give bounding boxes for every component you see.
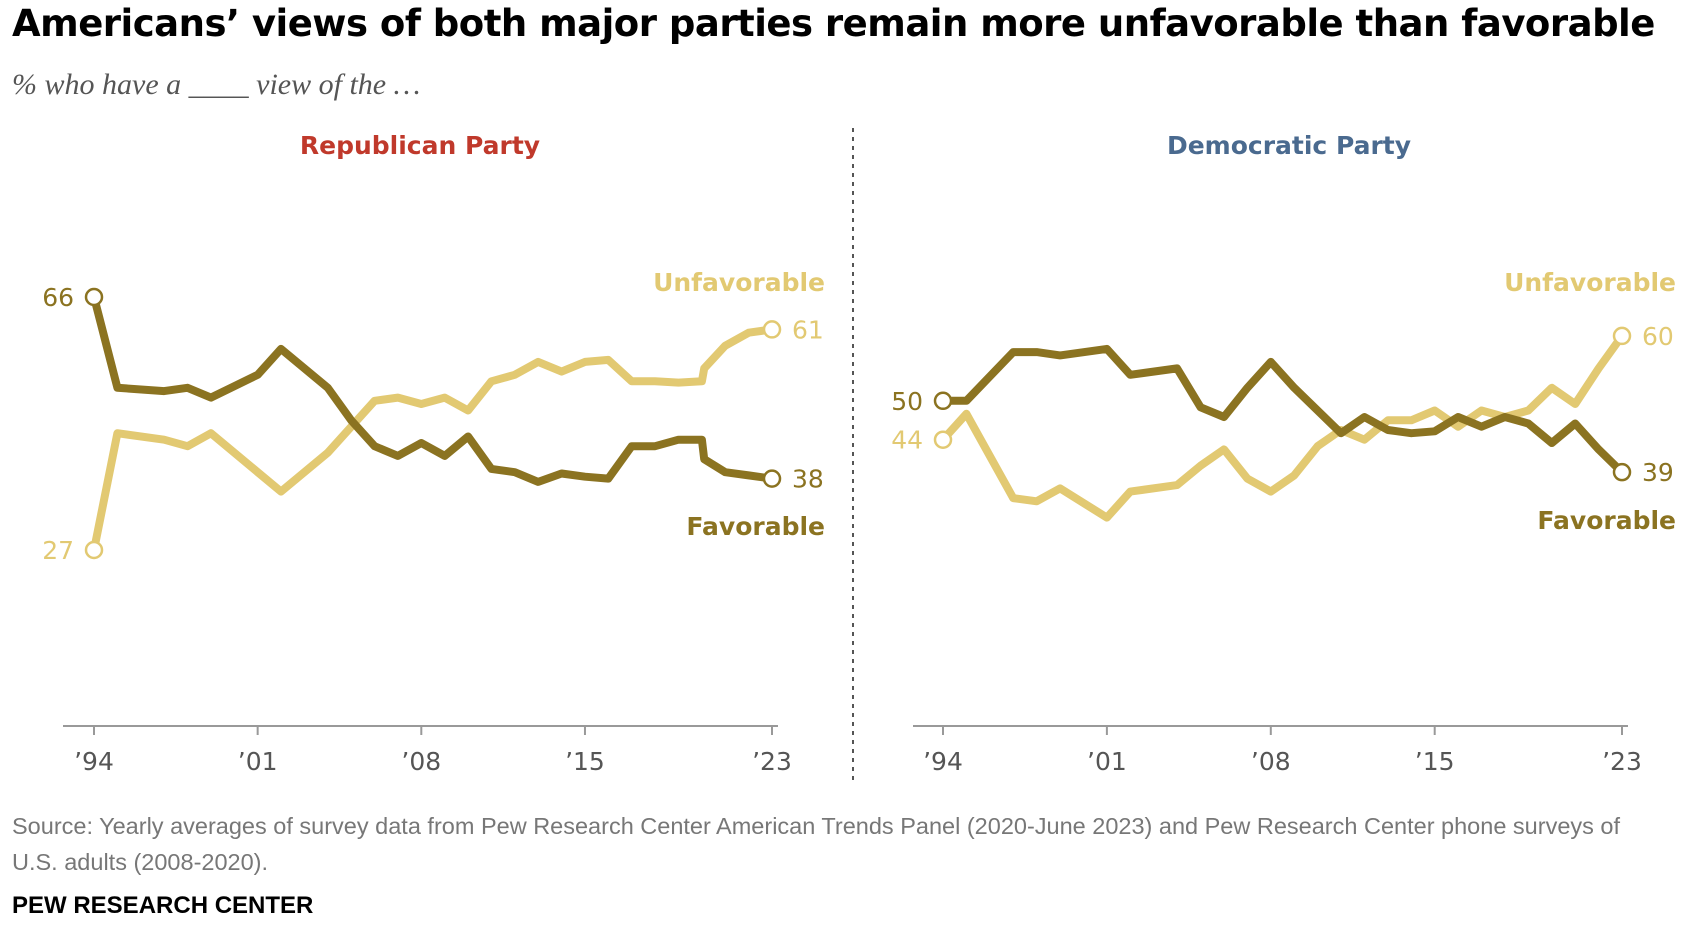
democratic-panel-title: Democratic Party (1167, 131, 1411, 160)
democratic-x-tick-label: ’08 (1251, 747, 1291, 776)
republican-unfavorable-series-label: Unfavorable (653, 268, 825, 297)
republican-x-tick-label: ’23 (752, 747, 792, 776)
republican-x-tick-label: ’15 (565, 747, 605, 776)
republican-x-tick-label: ’01 (238, 747, 278, 776)
democratic-unfavorable-end-label: 60 (1642, 322, 1674, 351)
republican-unfavorable-end-point (762, 320, 782, 339)
democratic-unfavorable-series-label: Unfavorable (1504, 268, 1676, 297)
democratic-favorable-start-label: 50 (891, 387, 923, 416)
democratic-unfavorable-end-point (1612, 326, 1632, 346)
source-note: Source: Yearly averages of survey data f… (12, 813, 1621, 875)
democratic-unfavorable-start-label: 44 (891, 426, 923, 455)
credit-label: PEW RESEARCH CENTER (12, 892, 314, 919)
republican-favorable-end-label: 38 (792, 465, 824, 494)
democratic-favorable-line (939, 344, 1626, 477)
republican-favorable-series-label: Favorable (686, 512, 825, 541)
republican-unfavorable-start-label: 27 (42, 536, 74, 565)
democratic-favorable-end-label: 39 (1642, 458, 1674, 487)
democratic-x-tick-label: ’23 (1602, 747, 1642, 776)
democratic-favorable-end-point (1612, 462, 1632, 482)
republican-favorable-end-point (762, 469, 782, 488)
chart-subtitle: % who have a ____ view of the … (12, 68, 421, 101)
democratic-x-tick-label: ’94 (923, 747, 963, 776)
republican-x-tick-label: ’08 (401, 747, 441, 776)
republican-favorable-line (90, 293, 776, 486)
democratic-favorable-series-label: Favorable (1537, 506, 1676, 535)
republican-unfavorable-end-label: 61 (792, 315, 824, 344)
chart-area: Republican Party ’94 ’01 ’08 ’15 ’23 27 61 Unfav… (42, 128, 1676, 780)
democratic-x-tick-label: ’01 (1087, 747, 1127, 776)
democratic-x-tick-label: ’15 (1415, 747, 1455, 776)
democratic-favorable-start-point (933, 391, 953, 411)
republican-unfavorable-line (90, 325, 776, 554)
democratic-unfavorable-line (939, 331, 1626, 522)
democratic-unfavorable-start-point (933, 430, 953, 449)
republican-favorable-start-point (84, 287, 104, 307)
republican-favorable-start-label: 66 (42, 283, 74, 312)
chart-title: Americans’ views of both major parties r… (12, 2, 1655, 45)
republican-x-tick-label: ’94 (74, 747, 114, 776)
republican-unfavorable-start-point (84, 540, 104, 560)
republican-panel-title: Republican Party (300, 131, 540, 160)
